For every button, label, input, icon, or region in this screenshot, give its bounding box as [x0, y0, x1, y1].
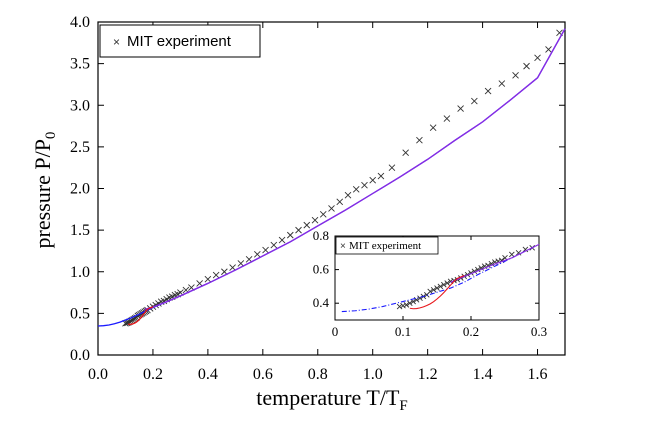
main-y-tick-label: 3.0	[70, 97, 90, 114]
inset-experiment-point	[488, 260, 495, 267]
inset-y-tick-label: 0.4	[313, 295, 330, 310]
main-experiment-point	[270, 241, 278, 249]
main-experiment-point	[498, 80, 506, 87]
main-experiment-point	[416, 136, 423, 144]
main-experiment-point	[229, 264, 236, 271]
x-axis-title: temperature T/TF	[256, 385, 407, 414]
main-experiment-point	[262, 246, 269, 254]
main-experiment-point	[545, 46, 552, 53]
main-y-tick-label: 2.5	[70, 139, 90, 156]
inset-x-tick-label: 0.1	[395, 324, 411, 339]
y-axis-title-sub: 0	[43, 132, 59, 140]
inset-legend-label: MIT experiment	[349, 240, 421, 252]
main-experiment-point	[361, 181, 368, 189]
main-x-tick-label: 1.0	[363, 366, 383, 383]
main-experiment-point	[429, 124, 437, 132]
inset-experiment-point	[515, 249, 522, 256]
main-y-tick-label: 1.5	[70, 222, 90, 239]
main-y-tick-label: 3.5	[70, 56, 90, 73]
main-experiment-point	[484, 87, 492, 95]
main-experiment-point	[388, 164, 396, 172]
main-experiment-point	[344, 191, 352, 199]
main-experiment-point	[402, 149, 409, 157]
inset-experiment-point	[522, 246, 529, 253]
main-y-tick-label: 0.0	[70, 347, 90, 364]
inset-experiment-point	[478, 265, 485, 271]
y-axis-title-main: pressure P/P	[30, 139, 55, 248]
main-experiment-point	[237, 260, 245, 267]
main-tick-group: 0.0 0.2 0.4 0.6 0.8 1.0 1.2 1.4 1.6 0.0 0.5 1.0 1.5 2…	[70, 14, 565, 383]
main-experiment-point	[457, 105, 464, 112]
inset-x-tick-label: 0	[332, 324, 339, 339]
main-series-group	[97, 28, 566, 327]
inset-tick-group: 0 0.1 0.2 0.3 0.4 0.6 0.8	[313, 228, 547, 339]
inset-experiment-point	[437, 283, 444, 290]
x-axis-title-main: temperature T/T	[256, 385, 400, 410]
main-experiment-point	[377, 172, 385, 180]
x-axis-title-sub: F	[399, 398, 407, 414]
main-y-tick-label: 0.5	[70, 305, 90, 322]
main-legend-marker: ×	[113, 35, 120, 49]
main-experiment-point	[443, 115, 451, 122]
inset-series-group	[341, 243, 540, 313]
inset-experiment-point	[400, 302, 406, 309]
main-experiment-point	[254, 250, 261, 258]
inset-experiment-point	[403, 302, 410, 308]
main-legend: × MIT experiment	[99, 24, 261, 58]
main-experiment-point	[311, 216, 319, 224]
main-y-tick-label: 1.0	[70, 264, 90, 281]
main-x-tick-label: 0.0	[88, 366, 108, 383]
inset-experiment-point	[396, 303, 403, 310]
main-experiment-point	[278, 236, 286, 244]
main-x-tick-label: 1.4	[473, 366, 493, 383]
main-experiment-point	[369, 176, 377, 184]
inset-experiment-point	[430, 286, 437, 293]
inset-experiment-point	[427, 288, 434, 295]
inset-legend-marker: ×	[340, 241, 346, 252]
inset-experiment-point	[495, 258, 502, 265]
inset-y-tick-label: 0.8	[313, 228, 329, 243]
main-x-tick-label: 0.4	[198, 366, 218, 383]
inset-theory-line-2	[450, 243, 540, 283]
main-experiment-point	[352, 186, 360, 193]
inset-y-tick-label: 0.6	[313, 262, 330, 277]
main-x-tick-label: 1.6	[528, 366, 548, 383]
inset-legend-box	[335, 236, 439, 255]
main-experiment-point	[212, 271, 220, 279]
main-theory-line-2	[144, 28, 566, 310]
inset-x-tick-label: 0.2	[463, 324, 479, 339]
main-y-tick-label: 4.0	[70, 14, 90, 31]
main-experiment-point	[336, 198, 344, 206]
inset-experiment-point	[444, 280, 451, 286]
y-axis-title: pressure P/P0	[30, 132, 59, 249]
main-experiment-point	[204, 275, 212, 283]
inset-experiment-point	[440, 281, 447, 288]
main-experiment-point	[471, 97, 478, 105]
main-experiment-point	[196, 280, 203, 287]
inset-experiment-point	[406, 300, 413, 307]
main-x-tick-label: 1.2	[418, 366, 438, 383]
main-experiment-point	[303, 221, 311, 229]
inset-legend: × MIT experiment	[335, 236, 439, 255]
main-experiment-point	[295, 226, 302, 234]
inset-theory-line-3	[409, 274, 465, 310]
main-y-tick-label: 2.0	[70, 181, 90, 198]
main-legend-box	[99, 24, 261, 58]
inset-experiment-point	[508, 251, 515, 258]
main-legend-label: MIT experiment	[127, 33, 232, 50]
inset-experiment-point	[434, 285, 440, 291]
main-experiment-point	[534, 54, 541, 62]
main-x-tick-label: 0.6	[253, 366, 273, 383]
main-x-tick-label: 0.8	[308, 366, 328, 383]
main-experiment-point	[523, 62, 530, 70]
main-x-tick-label: 0.2	[143, 366, 163, 383]
main-experiment-point	[512, 71, 519, 79]
main-experiment-point	[319, 210, 327, 218]
main-experiment-point	[286, 231, 294, 239]
inset-x-tick-label: 0.3	[531, 324, 547, 339]
inset-theory-line-1	[341, 243, 540, 313]
main-theory-line-3	[128, 306, 154, 326]
main-experiment-point	[328, 205, 335, 212]
